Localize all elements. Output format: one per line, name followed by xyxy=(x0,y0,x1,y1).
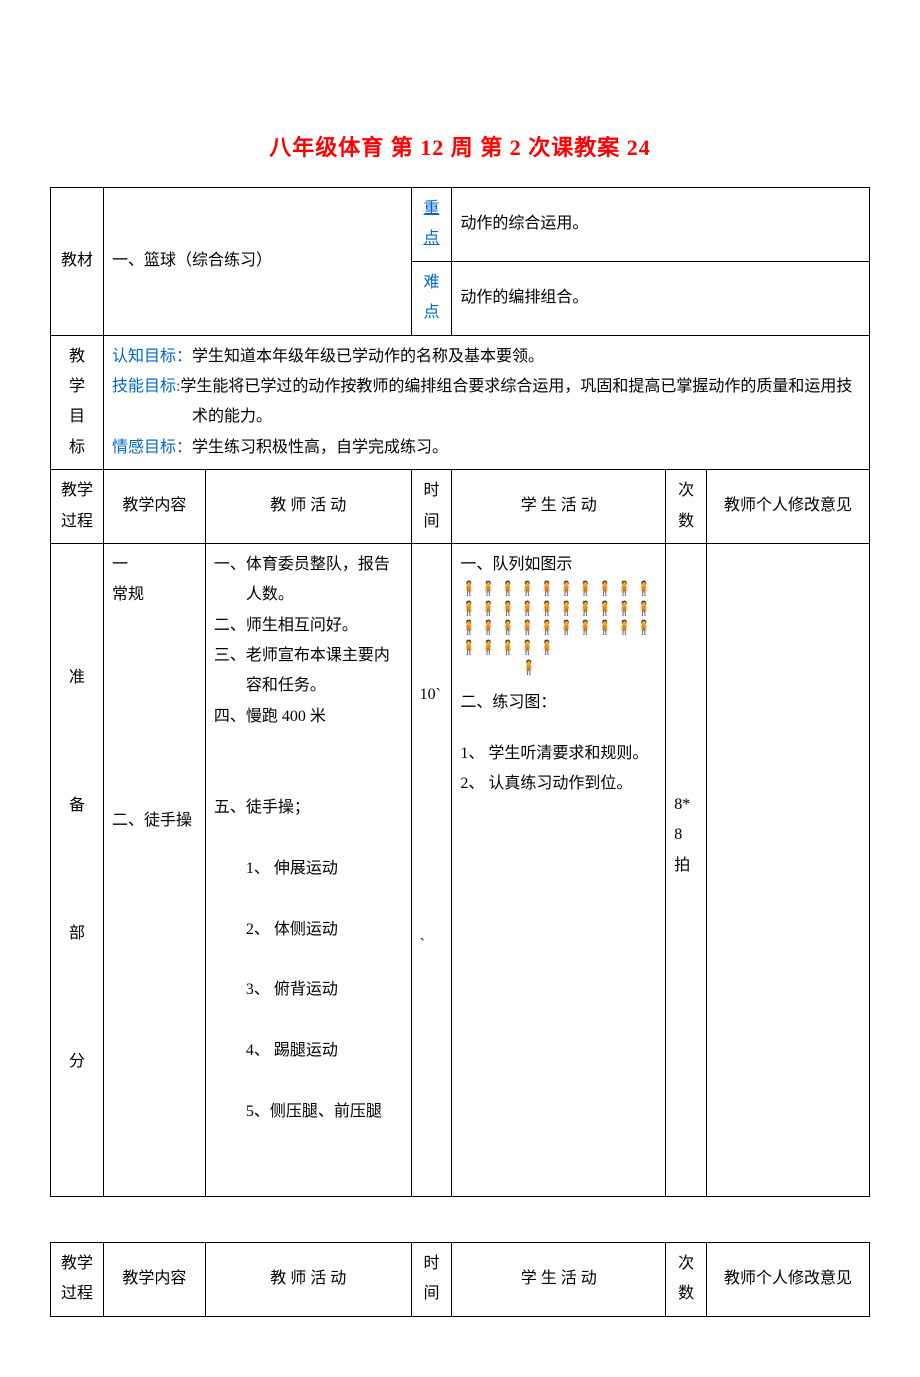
student-heading1: 一、队列如图示 xyxy=(460,550,657,580)
hdr-count: 次数 xyxy=(666,470,707,544)
hdr-mod: 教师个人修改意见 xyxy=(706,470,869,544)
jiaocai-content: 一、篮球（综合练习） xyxy=(103,188,411,336)
mubiao-renzhi-text: 学生知道本年级年级已学动作的名称及基本要领。 xyxy=(192,348,544,365)
time-2: ` xyxy=(420,930,444,960)
formation-row-0: 🧍🧍🧍🧍🧍🧍🧍🧍🧍🧍 xyxy=(460,580,657,600)
lesson-plan-table-2: 教学过程 教学内容 教 师 活 动 时间 学 生 活 动 次数 教师个人修改意见 xyxy=(50,1242,870,1317)
teacher-item-3: 四、慢跑 400 米 xyxy=(214,702,403,732)
jiaocai-label: 教材 xyxy=(51,188,104,336)
student-item-1: 2、 认真练习动作到位。 xyxy=(460,769,657,799)
teacher-item-0: 一、体育委员整队，报告人数。 xyxy=(214,550,403,611)
mubiao-renzhi: 认知目标：学生知道本年级年级已学动作的名称及基本要领。 xyxy=(112,342,861,372)
formation-diagram: 🧍🧍🧍🧍🧍🧍🧍🧍🧍🧍 🧍🧍🧍🧍🧍🧍🧍🧍🧍🧍 🧍🧍🧍🧍🧍🧍🧍🧍🧍🧍 🧍🧍🧍🧍🧍 🧍 xyxy=(460,580,657,678)
mubiao-jineng-text: 学生能将已学过的动作按教师的编排组合要求综合运用，巩固和提高已掌握动作的质量和运… xyxy=(180,378,852,425)
teacher-item-7 xyxy=(214,823,403,853)
mubiao-qinggan-text: 学生练习积极性高，自学完成练习。 xyxy=(192,439,448,456)
nandian-content: 动作的编排组合。 xyxy=(452,261,870,335)
zhongdian-label: 重点 xyxy=(411,188,452,262)
teacher-item-14: 4、 踢腿运动 xyxy=(214,1036,403,1066)
count-value: 8*8拍 xyxy=(674,790,698,881)
hdr2-student: 学 生 活 动 xyxy=(452,1242,666,1316)
mubiao-renzhi-label: 认知目标： xyxy=(112,348,192,365)
prep-proc: 准 备 部 分 xyxy=(51,543,104,1196)
mubiao-label-3: 目 xyxy=(69,408,85,425)
teacher-item-12: 3、 俯背运动 xyxy=(214,975,403,1005)
hdr-student: 学 生 活 动 xyxy=(452,470,666,544)
mubiao-label-1: 教 xyxy=(69,348,85,365)
prep-mod xyxy=(706,543,869,1196)
hdr2-proc: 教学过程 xyxy=(51,1242,104,1316)
teacher-item-11 xyxy=(214,945,403,975)
zhongdian-content: 动作的综合运用。 xyxy=(452,188,870,262)
prep-count: 8*8拍 xyxy=(666,543,707,1196)
formation-row-2: 🧍🧍🧍🧍🧍🧍🧍🧍🧍🧍 xyxy=(460,619,657,639)
hdr2-count: 次数 xyxy=(666,1242,707,1316)
prep-time: 10` ` xyxy=(411,543,452,1196)
mubiao-jineng-label: 技能目标: xyxy=(112,378,180,395)
prep-student: 一、队列如图示 🧍🧍🧍🧍🧍🧍🧍🧍🧍🧍 🧍🧍🧍🧍🧍🧍🧍🧍🧍🧍 🧍🧍🧍🧍🧍🧍🧍🧍🧍🧍… xyxy=(452,543,666,1196)
hdr2-time: 时间 xyxy=(411,1242,452,1316)
hdr-proc: 教学过程 xyxy=(51,470,104,544)
page-title: 八年级体育 第 12 周 第 2 次课教案 24 xyxy=(50,130,870,162)
teacher-item-6: 五、徒手操； xyxy=(214,793,403,823)
mubiao-label-2: 学 xyxy=(69,378,85,395)
hdr2-teacher: 教 师 活 动 xyxy=(205,1242,411,1316)
prep-content-2: 二、徒手操 xyxy=(112,806,197,836)
lesson-plan-table: 教材 一、篮球（综合练习） 重点 动作的综合运用。 难点 动作的编排组合。 教 … xyxy=(50,187,870,1197)
mubiao-jineng: 技能目标:学生能将已学过的动作按教师的编排组合要求综合运用，巩固和提高已掌握动作… xyxy=(112,372,861,433)
nandian-label: 难点 xyxy=(411,261,452,335)
hdr-teacher: 教 师 活 动 xyxy=(205,470,411,544)
teacher-item-1: 二、师生相互问好。 xyxy=(214,611,403,641)
prep-content: 一 常规 二、徒手操 xyxy=(103,543,205,1196)
mubiao-qinggan-label: 情感目标： xyxy=(112,439,192,456)
prep-proc-2: 备 xyxy=(59,791,95,821)
student-item-0: 1、 学生听清要求和规则。 xyxy=(460,739,657,769)
hdr-content: 教学内容 xyxy=(103,470,205,544)
prep-proc-3: 部 xyxy=(59,919,95,949)
mubiao-label-4: 标 xyxy=(69,439,85,456)
hdr-time: 时间 xyxy=(411,470,452,544)
prep-proc-4: 分 xyxy=(59,1047,95,1077)
mubiao-label: 教 学 目 标 xyxy=(51,335,104,470)
teacher-item-5 xyxy=(214,763,403,793)
teacher-item-4 xyxy=(214,732,403,762)
prep-proc-1: 准 xyxy=(59,663,95,693)
hdr2-mod: 教师个人修改意见 xyxy=(706,1242,869,1316)
mubiao-content: 认知目标：学生知道本年级年级已学动作的名称及基本要领。 技能目标:学生能将已学过… xyxy=(103,335,869,470)
teacher-item-8: 1、 伸展运动 xyxy=(214,854,403,884)
mubiao-qinggan: 情感目标：学生练习积极性高，自学完成练习。 xyxy=(112,433,861,463)
prep-teacher: 一、体育委员整队，报告人数。 二、师生相互问好。 三、老师宣布本课主要内容和任务… xyxy=(205,543,411,1196)
jiaocai-text: 一、篮球（综合练习） xyxy=(112,252,272,269)
formation-leader: 🧍 xyxy=(520,659,657,679)
prep-content-1: 常规 xyxy=(112,580,197,610)
teacher-item-10: 2、 体侧运动 xyxy=(214,915,403,945)
student-heading2: 二、练习图： xyxy=(460,688,657,718)
formation-row-3: 🧍🧍🧍🧍🧍 xyxy=(460,639,657,659)
teacher-item-2: 三、老师宣布本课主要内容和任务。 xyxy=(214,641,403,702)
prep-content-heading1: 一 xyxy=(112,550,197,580)
teacher-item-9 xyxy=(214,884,403,914)
teacher-item-13 xyxy=(214,1006,403,1036)
hdr2-content: 教学内容 xyxy=(103,1242,205,1316)
formation-row-1: 🧍🧍🧍🧍🧍🧍🧍🧍🧍🧍 xyxy=(460,600,657,620)
time-1: 10` xyxy=(420,680,444,710)
teacher-item-16: 5、侧压腿、前压腿 xyxy=(214,1097,403,1127)
teacher-item-15 xyxy=(214,1067,403,1097)
